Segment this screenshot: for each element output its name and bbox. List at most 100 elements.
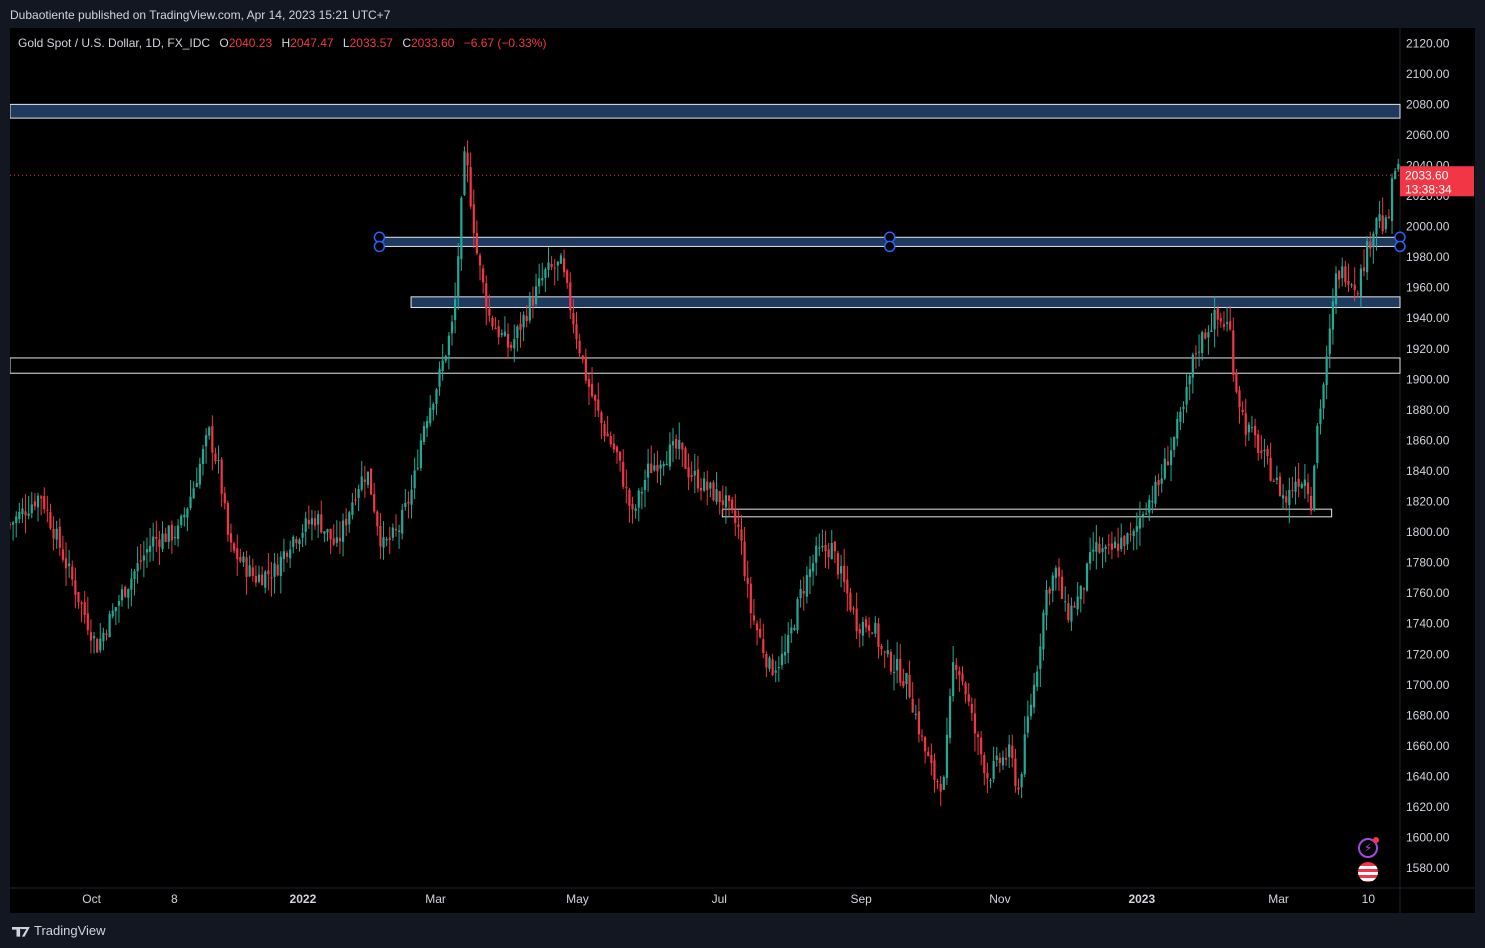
candle-body: [902, 680, 905, 687]
x-tick-label: May: [566, 892, 589, 906]
candle-body: [952, 662, 955, 697]
candle-body: [942, 776, 945, 790]
candle-body: [466, 152, 469, 166]
candle-body: [973, 713, 977, 734]
candle-body: [1017, 787, 1020, 790]
candle-body: [413, 470, 416, 489]
candle-body: [1294, 481, 1297, 492]
candle-body: [145, 549, 149, 553]
y-tick-label: 1800.00: [1406, 525, 1450, 539]
candle-body: [117, 601, 121, 606]
candle-body: [805, 575, 808, 597]
candle-body: [55, 528, 58, 540]
candle-body: [771, 659, 774, 675]
y-tick-label: 1840.00: [1406, 464, 1450, 478]
candle-body: [180, 515, 183, 526]
candle-body: [1057, 567, 1061, 577]
bottom-bar: [0, 913, 1485, 948]
candle-body: [186, 508, 189, 518]
candle-body: [594, 395, 597, 401]
y-tick-label: 1580.00: [1406, 861, 1450, 875]
candle-body: [1101, 548, 1104, 553]
candle-body: [933, 760, 936, 780]
candle-body: [1384, 217, 1387, 230]
candle-body: [64, 558, 68, 569]
tradingview-logo[interactable]: TradingView: [12, 923, 106, 938]
candle-body: [133, 571, 136, 579]
candle-body: [12, 522, 15, 525]
candle-body: [463, 151, 466, 195]
candle-body: [195, 483, 198, 487]
symbol-name: Gold Spot / U.S. Dollar, 1D, FX_IDC: [18, 36, 211, 50]
y-tick-label: 1820.00: [1406, 495, 1450, 509]
chart-frame[interactable]: 2120.002100.002080.002060.002040.002020.…: [10, 28, 1475, 913]
price-chart[interactable]: 2120.002100.002080.002060.002040.002020.…: [10, 28, 1475, 913]
candle-body: [285, 552, 289, 557]
candle-body: [441, 360, 444, 371]
candle-body: [1020, 774, 1023, 788]
y-tick-label: 2080.00: [1406, 97, 1450, 111]
candle-body: [497, 326, 500, 338]
tradingview-logo-icon: [12, 926, 30, 937]
y-tick-label: 1660.00: [1406, 739, 1450, 753]
candle-body: [404, 503, 407, 507]
candle-body: [1328, 328, 1331, 355]
candle-body: [1278, 476, 1282, 497]
candle-body: [547, 262, 550, 270]
candle-body: [525, 315, 528, 322]
candle-body: [30, 504, 33, 514]
candle-body: [167, 525, 170, 542]
candle-body: [1253, 425, 1257, 436]
candle-body: [802, 590, 805, 594]
candle-body: [693, 470, 696, 476]
candle-body: [385, 539, 388, 541]
candle-body: [1241, 409, 1244, 413]
candle-body: [849, 592, 852, 611]
candle-body: [1194, 353, 1198, 355]
candle-body: [1095, 542, 1098, 552]
candle-body: [892, 671, 896, 673]
close-label: C: [402, 36, 411, 50]
candle-body: [382, 537, 385, 548]
candle-body: [924, 737, 927, 752]
candle-body: [264, 571, 267, 588]
candle-body: [1387, 216, 1391, 219]
x-tick-label: 10: [1362, 892, 1376, 906]
candle-body: [1032, 684, 1036, 708]
candle-body: [1378, 214, 1381, 221]
candle-body: [205, 435, 208, 447]
candle-body: [1288, 489, 1291, 506]
y-tick-label: 1640.00: [1406, 769, 1450, 783]
candle-body: [1169, 450, 1173, 466]
candle-body: [1045, 589, 1048, 616]
candle-body: [1098, 544, 1101, 553]
candle-body: [366, 471, 370, 485]
candle-body: [478, 255, 482, 266]
candle-body: [295, 538, 298, 544]
candle-body: [335, 537, 338, 543]
candle-body: [839, 566, 843, 574]
us-flag-icon[interactable]: [1358, 862, 1378, 882]
candle-body: [1051, 575, 1054, 592]
candle-body: [332, 538, 335, 545]
candle-body: [254, 575, 258, 583]
candle-body: [261, 574, 264, 586]
candle-body: [930, 755, 933, 764]
candle-body: [534, 286, 538, 304]
symbol-legend: Gold Spot / U.S. Dollar, 1D, FX_IDC O204…: [18, 36, 546, 50]
current-price-tag: [1400, 166, 1474, 197]
candle-body: [609, 436, 612, 445]
candle-body: [578, 340, 581, 354]
candle-body: [678, 439, 681, 449]
candle-body: [556, 261, 559, 266]
y-tick-label: 2060.00: [1406, 128, 1450, 142]
lightning-icon[interactable]: ⚡: [1358, 837, 1379, 858]
candle-body: [1263, 450, 1266, 452]
candle-body: [945, 734, 949, 778]
candle-body: [1266, 448, 1269, 457]
candle-body: [1014, 758, 1017, 786]
candle-body: [273, 563, 276, 577]
candle-body: [699, 487, 703, 491]
candle-body: [955, 664, 958, 670]
flag-stripe: [1358, 878, 1378, 881]
